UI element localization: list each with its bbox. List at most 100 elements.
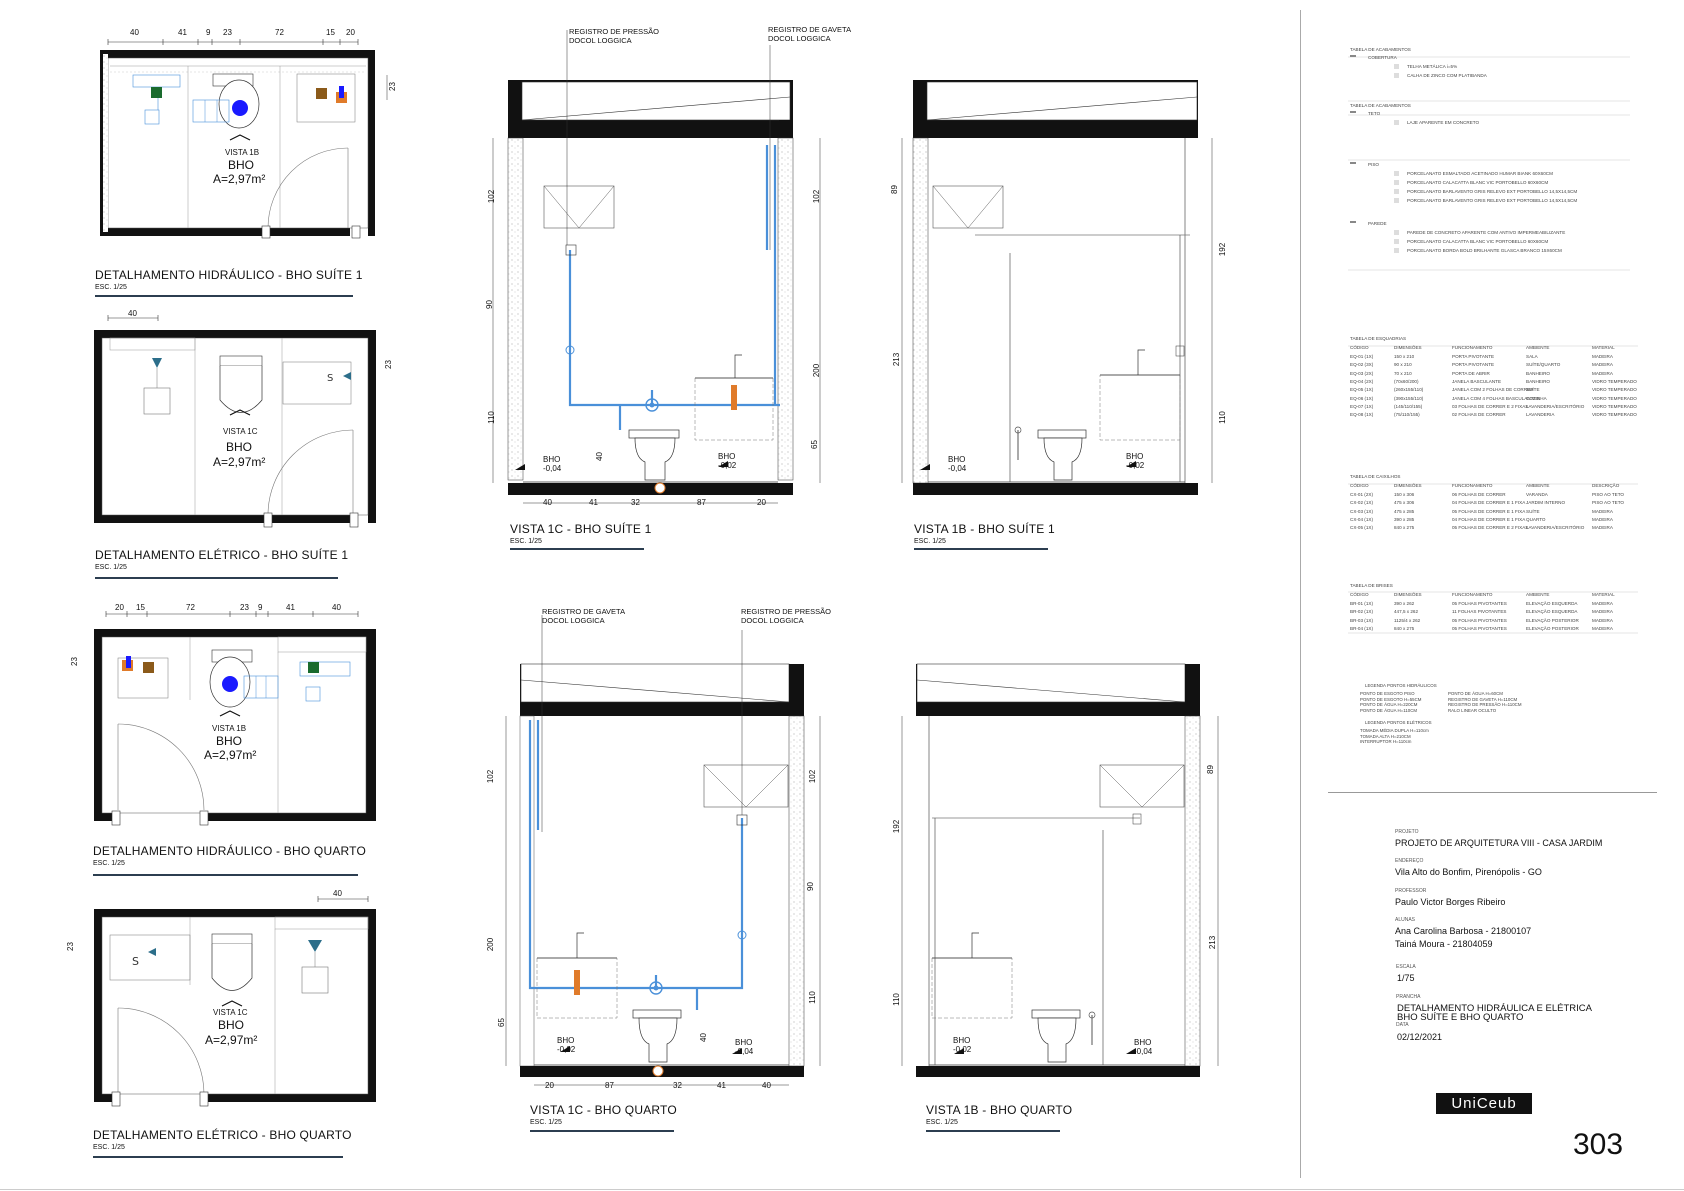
dimension-label: 41 [589,498,598,507]
area-label: A=2,97m² [213,455,266,469]
dimension-label-vertical: 110 [891,993,901,1006]
level-marker-right: -0,02 [1126,461,1145,470]
pipe-note-left: REGISTRO DE GAVETA [542,607,626,616]
table-header: AMBIENTE [1526,592,1550,597]
table-cell: MADEIRA [1592,362,1613,368]
scale-value: 1/75 [1397,973,1415,983]
dimension-label: 23 [223,28,232,37]
elevation-title: VISTA 1C - BHO SUÍTE 1 [510,522,652,536]
finish-item: PAREDE DE CONCRETO APARENTE COM ANTIVO I… [1394,230,1565,235]
plan-hydro-suite1 [100,39,388,239]
table-cell: VIDRO TEMPERADO [1592,403,1637,409]
table-cell: 04 FOLHAS DE CORRER E 1 FIXA [1452,500,1526,506]
table-header: AMBIENTE [1526,345,1550,350]
table-header: CÓDIGO [1350,483,1369,488]
table-cell: JARDIM INTERNO [1526,500,1566,506]
table-cell: (75/110/155) [1394,412,1420,418]
table-cell: BR-04 (1X) [1350,625,1373,631]
date-label: DATA [1396,1022,1409,1028]
plan-scale: ESC. 1/25 [93,1144,125,1151]
sheet-divider [1300,10,1301,1178]
table-cell: MADEIRA [1592,601,1613,606]
area-label: A=2,97m² [205,1033,258,1047]
level-marker-left: BHO [948,455,966,464]
table-cell: (70x60/200) [1394,378,1419,384]
elevation-scale: ESC. 1/25 [926,1119,958,1126]
table-cell: 390 x 285 [1394,516,1415,522]
table-cell: 05 FOLHAS DE CORRER E 2 FIXAS [1452,525,1529,531]
table-cell: 05 FOLHAS PIVOTANTES [1452,625,1507,631]
table-cell: VARANDA [1526,492,1548,497]
legend-hydro-item: REGISTRO DE GAVETA H=110CM [1448,696,1518,702]
title-underline [95,295,353,297]
table-cell: 11 FOLHAS PIVOTANTES [1452,609,1507,615]
table-cell: 05 FOLHAS PIVOTANTES [1452,601,1507,606]
title-underline [530,1130,674,1132]
table-cell: JANELA COM 4 FOLHAS BASCULANTES [1452,395,1540,401]
dimension-label: 23 [240,603,249,612]
table-cell: BR-03 (1X) [1350,617,1373,623]
project-label: PROJETO [1395,829,1419,835]
students-label: ALUNAS [1395,917,1416,923]
finish-item: PORCELANATO CALACATTA BLANC VIC PORTOBEL… [1394,239,1548,244]
pipe-note-right: DOCOL LOGGICA [768,34,831,43]
dimension-label-vertical: 89 [889,185,899,194]
level-marker-right: -0,04 [735,1047,754,1056]
plan-title: DETALHAMENTO ELÉTRICO - BHO SUÍTE 1 [95,548,349,562]
table-cell: MADEIRA [1592,354,1613,359]
table-cell: EQ-01 (1X) [1350,354,1374,359]
table-cell: SUÍTE [1526,508,1540,514]
dimension-label-vertical: 110 [486,411,496,424]
dimension-label: 9 [206,28,211,37]
dimension-label: 40 [333,889,342,898]
room-label: BHO [226,440,253,454]
table-cell: PORTA PIVOTANTE [1452,354,1495,359]
table-cell: BR-02 (1X) [1350,609,1373,615]
table-cell: EQ-05 (1X) [1350,387,1374,393]
table-cell: (260x155/110) [1394,387,1424,393]
legend-elec-item: INTERRUPTOR H=110cm [1360,739,1412,744]
level-marker-left: -0,02 [557,1045,576,1054]
dimension-label: 15 [136,603,145,612]
pipe-note-right: DOCOL LOGGICA [741,616,804,625]
address-value: Vila Alto do Bonfim, Pirenópolis - GO [1395,867,1542,877]
dimension-label: 87 [697,498,706,507]
table-cell: BANHEIRO [1526,370,1550,376]
title-underline [95,577,338,579]
legend-hydro-item: PONTO DE ESGOTO H=55CM [1360,696,1422,702]
dimension-label-vertical: 102 [812,189,822,204]
level-marker-left: -0,02 [953,1045,972,1054]
finish-tag: TETO [1368,111,1381,116]
dimension-label: 41 [178,28,187,37]
finish-item: CALHA DE ZINCO COM PLATIBANDA [1394,73,1487,78]
pipe-note-left: DOCOL LOGGICA [569,36,632,45]
dimension-label-vertical: 90 [484,300,494,309]
table-header: DIMENSÕES [1394,345,1422,350]
finish-tag: PISO [1368,162,1379,167]
level-marker-right: -0,02 [718,461,737,470]
student-2: Tainá Moura - 21804059 [1395,939,1493,949]
legend-hydro-title: LEGENDA PONTOS HIDRÁULICOS [1365,683,1437,688]
room-label: BHO [216,734,243,748]
dimension-label: 40 [762,1081,771,1090]
dimension-label-vertical: 40 [594,452,604,461]
elevation-scale: ESC. 1/25 [530,1119,562,1126]
title-underline [93,1156,343,1158]
table-cell: VIDRO TEMPERADO [1592,412,1637,418]
dimension-label-side: 23 [65,942,75,951]
dimension-label: 87 [605,1081,614,1090]
table-cell: CX-01 (2X) [1350,492,1373,497]
sheet-label: PRANCHA [1396,994,1421,1000]
data-table-title: TABELA DE ESQUADRIAS [1350,336,1407,341]
titleblock-divider [1328,792,1657,793]
table-cell: MADEIRA [1592,609,1613,615]
table-cell: 04 FOLHAS DE CORRER E 1 FIXA [1452,516,1526,522]
table-header: MATERIAL [1592,592,1615,597]
table-header: FUNCIONAMENTO [1452,345,1493,350]
table-cell: VIDRO TEMPERADO [1592,387,1637,393]
table-cell: (145/110/155) [1394,403,1423,409]
table-cell: 475 x 285 [1394,508,1415,514]
table-cell: 70 x 210 [1394,370,1412,376]
finish-item: PORCELANATO BARLAVENTO GRIS RELEVO EXT P… [1394,198,1577,203]
professor-value: Paulo Victor Borges Ribeiro [1395,897,1506,907]
